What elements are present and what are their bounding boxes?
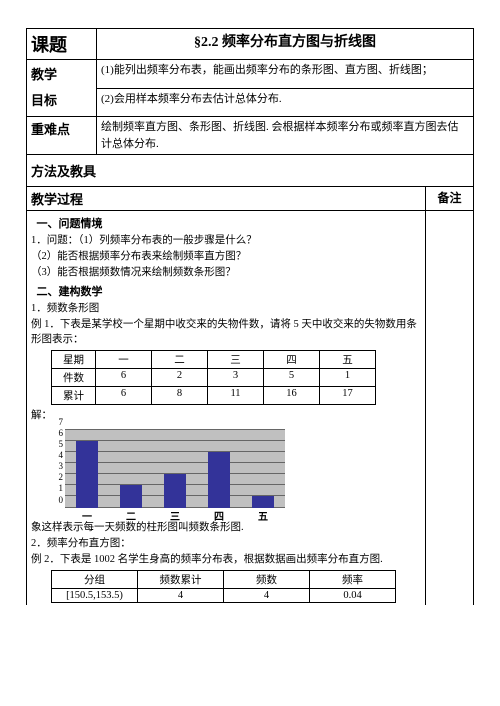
goal-label: 教学目标 [27,60,97,117]
lost-items-table: 星期 一 二 三 四 五 件数 6 2 3 5 1 累计 6 [51,350,376,405]
remark-body [426,211,474,606]
goal-line1: (1)能列出频率分布表，能画出频率分布的条形图、直方图、折线图； [97,60,474,89]
table-row: [150.5,153.5) 4 4 0.04 [52,589,396,603]
goal-line2: (2)会用样本频率分布去估计总体分布. [97,88,474,117]
y-axis-labels: 01234567 [51,428,63,518]
process-body: 一、问题情境 1．问题：（1）列频率分布表的一般步骤是什么？ （2）能否根据频率… [27,211,426,606]
q1b: （2）能否根据频率分布表来绘制频率直方图？ [31,249,421,264]
chart-plot [65,430,285,508]
section-1-title: 一、问题情境 [31,215,421,231]
lesson-plan-table: 课题 §2.2 频率分布直方图与折线图 教学目标 (1)能列出频率分布表，能画出… [26,28,474,605]
topic-title: §2.2 频率分布直方图与折线图 [97,29,474,60]
freq-table: 分组 频数累计 频数 频率 [150.5,153.5) 4 4 0.04 [51,570,396,603]
x-axis-labels: 一二三四五 [65,508,285,523]
remark-label: 备注 [426,187,474,211]
q1a: 1．问题：（1）列频率分布表的一般步骤是什么？ [31,233,421,248]
process-label: 教学过程 [27,187,426,211]
method-label: 方法及教具 [27,155,474,187]
sub-2b: 2．频率分布直方图： [31,536,421,551]
table-row: 件数 6 2 3 5 1 [52,369,376,387]
q1c: （3）能否根据频数情况来绘制频数条形图？ [31,265,421,280]
topic-label: 课题 [27,29,97,60]
table-row: 累计 6 8 11 16 17 [52,387,376,405]
example-1: 例 1．下表是某学校一个星期中收交来的失物件数，请将 5 天中收交来的失物数用条… [31,317,421,347]
table-row: 分组 频数累计 频数 频率 [52,571,396,589]
table-row: 星期 一 二 三 四 五 [52,351,376,369]
bar-chart: 01234567 一二三四五 [51,428,291,518]
example-2: 例 2．下表是 1002 名学生身高的频率分布表，根据数据画出频率分布直方图. [31,552,421,567]
difficulty-text: 绘制频率直方图、条形图、折线图. 会根据样本频率分布或频率直方图去估计总体分布. [97,117,474,155]
section-2-title: 二、建构数学 [31,283,421,299]
solution-label: 解： [31,408,421,423]
sub-2a: 1．频数条形图 [31,301,421,316]
difficulty-label: 重难点 [27,117,97,155]
